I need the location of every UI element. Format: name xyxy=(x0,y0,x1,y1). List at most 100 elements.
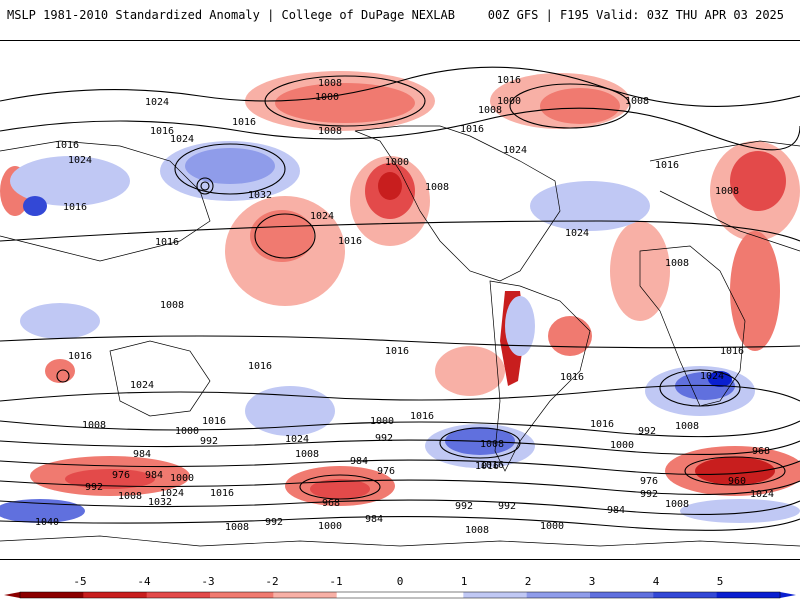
contour-label: 992 xyxy=(640,489,658,500)
colorbar-tick-labels: -5 -4 -3 -2 -1 0 1 2 3 4 5 xyxy=(73,575,723,588)
contour-label: 1016 xyxy=(560,372,584,383)
contour-label: 1016 xyxy=(497,75,521,86)
colorbar-segment xyxy=(653,592,718,598)
anomaly-positive-region xyxy=(505,296,535,356)
contour-label: 1024 xyxy=(700,371,724,382)
anomaly-negative-region xyxy=(730,231,780,351)
anomaly-colorbar: -5 -4 -3 -2 -1 0 1 2 3 4 5 xyxy=(0,574,800,600)
contour-label: 1032 xyxy=(248,190,272,201)
colorbar-tick-label: -2 xyxy=(265,575,278,588)
contour-label: 1032 xyxy=(148,497,172,508)
colorbar-canvas: -5 -4 -3 -2 -1 0 1 2 3 4 5 xyxy=(4,575,796,599)
coastlines xyxy=(0,125,800,547)
colorbar-segment xyxy=(463,592,528,598)
contour-label: 1016 xyxy=(385,346,409,357)
isobar xyxy=(0,107,800,151)
contour-label: 1016 xyxy=(338,236,362,247)
contour-label: 1016 xyxy=(410,411,434,422)
anomaly-positive-region xyxy=(185,148,275,184)
contour-label: 1024 xyxy=(160,488,184,499)
colorbar-tick-label: 3 xyxy=(589,575,596,588)
header: MSLP 1981-2010 Standardized Anomaly | Co… xyxy=(0,0,800,30)
contour-label: 1016 xyxy=(63,202,87,213)
colorbar-tick-label: 4 xyxy=(653,575,660,588)
contour-label: 1024 xyxy=(750,489,774,500)
isobar xyxy=(684,456,786,486)
isobar xyxy=(264,75,426,127)
isobar xyxy=(0,384,800,402)
isobar xyxy=(509,83,631,129)
isobar xyxy=(0,459,800,475)
isobar xyxy=(0,499,800,515)
anomaly-negative-region xyxy=(250,210,314,262)
anomaly-map: 1008 1016 1024 1000 1016 1008 1000 1008 … xyxy=(0,40,800,560)
contour-labels: 1008 1016 1024 1000 1016 1008 1000 1008 … xyxy=(35,75,774,536)
contour-label: 1008 xyxy=(160,300,184,311)
colorbar-segment xyxy=(590,592,654,598)
contour-label: 1024 xyxy=(310,211,334,222)
map-canvas: 1008 1016 1024 1000 1016 1008 1000 1008 … xyxy=(0,66,800,547)
contour-label: 960 xyxy=(728,476,746,487)
contour-label: 1024 xyxy=(503,145,527,156)
coastline-africa xyxy=(639,245,746,407)
colorbar-tick-label: 5 xyxy=(717,575,724,588)
isobar xyxy=(299,474,381,500)
contour-label: 1008 xyxy=(665,499,689,510)
isobar xyxy=(0,516,800,531)
colorbar-tick-label: -3 xyxy=(201,575,214,588)
contour-label: 984 xyxy=(607,505,625,516)
isobar xyxy=(174,143,286,195)
coastline-australia xyxy=(109,340,211,417)
anomaly-positive-region xyxy=(680,499,800,523)
contour-label: 992 xyxy=(455,501,473,512)
colorbar-outline xyxy=(19,591,781,599)
colorbar-segment xyxy=(400,592,464,598)
contour-label: 1008 xyxy=(295,449,319,460)
contour-label: 1008 xyxy=(225,522,249,533)
contour-label: 1016 xyxy=(210,488,234,499)
colorbar-segment xyxy=(210,592,274,598)
colorbar-bar xyxy=(4,591,796,599)
contour-label: 1000 xyxy=(175,426,199,437)
anomaly-positive-region xyxy=(23,196,47,216)
map-title: MSLP 1981-2010 Standardized Anomaly | Co… xyxy=(7,8,455,22)
contour-label: 984 xyxy=(350,456,368,467)
contour-label: 1000 xyxy=(385,157,409,168)
anomaly-negative-region xyxy=(378,172,402,200)
contour-label: 1000 xyxy=(318,521,342,532)
colorbar-segment xyxy=(20,592,84,598)
contour-label: 992 xyxy=(265,517,283,528)
contour-label: 1016 xyxy=(480,460,504,471)
contour-label: 1000 xyxy=(540,521,564,532)
contour-label: 968 xyxy=(752,446,770,457)
isobar xyxy=(200,181,210,191)
contour-label: 1000 xyxy=(370,416,394,427)
isobar xyxy=(0,439,800,455)
anomaly-positive-region xyxy=(708,371,732,387)
coastline-south-america xyxy=(489,280,591,472)
contour-label: 1016 xyxy=(68,351,92,362)
colorbar-tick-label: 1 xyxy=(461,575,468,588)
contour-label: 1016 xyxy=(232,117,256,128)
contour-label: 1016 xyxy=(590,419,614,430)
anomaly-negative-region xyxy=(275,83,415,123)
contour-label: 1016 xyxy=(150,126,174,137)
isobar xyxy=(56,369,70,383)
isobar xyxy=(0,479,800,495)
coastline-antarctica xyxy=(0,535,800,547)
contour-label: 1008 xyxy=(715,186,739,197)
anomaly-positive-region xyxy=(245,386,335,436)
contour-label: 1016 xyxy=(155,237,179,248)
isobar xyxy=(0,220,800,242)
colorbar-tick-label: -5 xyxy=(73,575,86,588)
isobars xyxy=(0,66,800,531)
contour-label: 1024 xyxy=(170,134,194,145)
contour-label: 1016 xyxy=(475,461,499,472)
isobar xyxy=(196,177,214,195)
colorbar-tick-label: 0 xyxy=(397,575,404,588)
contour-label: 976 xyxy=(640,476,658,487)
colorbar-tick-label: 2 xyxy=(525,575,532,588)
anomaly-negative-region xyxy=(548,316,592,356)
isobar xyxy=(0,420,800,438)
contour-label: 968 xyxy=(322,498,340,509)
